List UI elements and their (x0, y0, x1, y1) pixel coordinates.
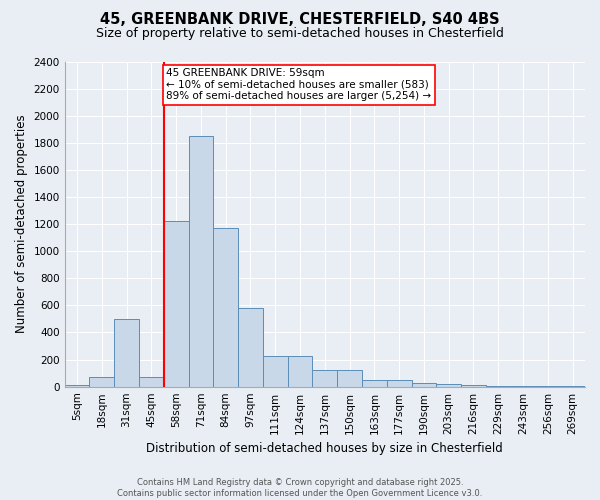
Text: Contains HM Land Registry data © Crown copyright and database right 2025.
Contai: Contains HM Land Registry data © Crown c… (118, 478, 482, 498)
Bar (214, 228, 238, 386)
Bar (164, 222, 188, 386)
Bar (188, 136, 214, 386)
Bar (337, 370, 362, 386)
Bar (436, 384, 461, 386)
Bar (387, 380, 412, 386)
Bar (89, 376, 114, 386)
Bar (412, 382, 436, 386)
Bar (139, 376, 164, 386)
Text: 45, GREENBANK DRIVE, CHESTERFIELD, S40 4BS: 45, GREENBANK DRIVE, CHESTERFIELD, S40 4… (100, 12, 500, 28)
Bar (362, 380, 387, 386)
Bar (263, 356, 287, 386)
Text: 45 GREENBANK DRIVE: 59sqm
← 10% of semi-detached houses are smaller (583)
89% of: 45 GREENBANK DRIVE: 59sqm ← 10% of semi-… (166, 68, 431, 102)
Bar (313, 370, 337, 386)
Text: Size of property relative to semi-detached houses in Chesterfield: Size of property relative to semi-detach… (96, 28, 504, 40)
X-axis label: Distribution of semi-detached houses by size in Chesterfield: Distribution of semi-detached houses by … (146, 442, 503, 455)
Bar (114, 319, 139, 386)
Bar (287, 356, 313, 386)
Y-axis label: Number of semi-detached properties: Number of semi-detached properties (15, 115, 28, 334)
Bar (238, 308, 263, 386)
